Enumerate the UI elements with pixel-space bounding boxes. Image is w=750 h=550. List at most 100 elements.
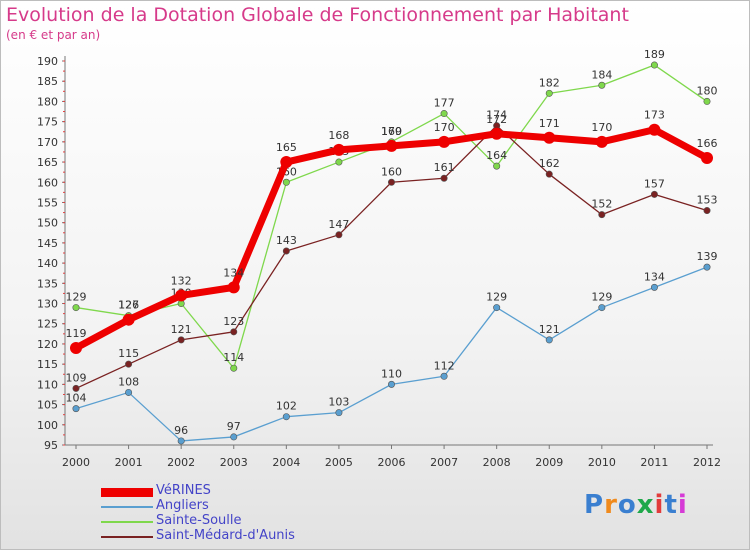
data-point-angliers <box>125 388 133 396</box>
data-point-angliers <box>335 409 343 417</box>
y-tick-label: 190 <box>37 55 58 68</box>
data-label-saint-medard-d-aunis: 123 <box>223 315 244 328</box>
data-point-saint-medard-d-aunis <box>230 328 238 336</box>
data-label-sainte-soulle: 182 <box>539 76 560 89</box>
y-tick-label: 130 <box>37 298 58 311</box>
x-tick-label: 2002 <box>167 456 195 469</box>
data-point-verines <box>438 135 451 148</box>
data-point-sainte-soulle <box>545 89 553 97</box>
data-label-saint-medard-d-aunis: 160 <box>381 165 402 178</box>
y-tick-label: 180 <box>37 95 58 108</box>
data-label-angliers: 129 <box>591 291 612 304</box>
x-tick-label: 2011 <box>640 456 668 469</box>
legend-label: Saint-Médard-d'Aunis <box>156 528 295 543</box>
x-tick-label: 2004 <box>272 456 300 469</box>
data-label-saint-medard-d-aunis: 161 <box>434 161 455 174</box>
x-tick-label: 2000 <box>62 456 90 469</box>
data-label-verines: 134 <box>223 266 244 279</box>
y-tick-label: 95 <box>44 439 58 452</box>
data-label-angliers: 96 <box>174 424 188 437</box>
data-point-angliers <box>177 437 185 445</box>
x-tick-label: 2012 <box>693 456 721 469</box>
x-tick-label: 2009 <box>535 456 563 469</box>
data-point-verines <box>648 123 661 136</box>
proxiti-logo: Proxiti <box>584 490 688 520</box>
series-line-verines <box>72 126 711 352</box>
x-tick-label: 2005 <box>325 456 353 469</box>
data-label-sainte-soulle: 127 <box>118 299 139 312</box>
data-label-verines: 132 <box>171 274 192 287</box>
data-point-saint-medard-d-aunis <box>177 336 185 344</box>
data-label-saint-medard-d-aunis: 153 <box>697 194 718 207</box>
y-tick-label: 160 <box>37 176 58 189</box>
data-point-saint-medard-d-aunis <box>282 247 290 255</box>
data-label-saint-medard-d-aunis: 152 <box>591 198 612 211</box>
data-point-sainte-soulle <box>282 178 290 186</box>
data-label-verines: 171 <box>539 117 560 130</box>
data-label-sainte-soulle: 129 <box>66 291 87 304</box>
data-point-angliers <box>703 263 711 271</box>
data-point-sainte-soulle <box>703 97 711 105</box>
data-label-sainte-soulle: 114 <box>223 351 244 364</box>
data-point-verines <box>490 127 503 140</box>
data-label-sainte-soulle: 180 <box>697 84 718 97</box>
data-label-saint-medard-d-aunis: 157 <box>644 177 665 190</box>
data-label-angliers: 110 <box>381 367 402 380</box>
data-label-angliers: 139 <box>697 250 718 263</box>
data-label-sainte-soulle: 177 <box>434 97 455 110</box>
y-tick-label: 185 <box>37 75 58 88</box>
legend-swatch <box>101 487 153 497</box>
legend-item: Sainte-Soulle <box>101 513 361 529</box>
data-point-saint-medard-d-aunis <box>650 190 658 198</box>
data-point-verines <box>543 131 556 144</box>
data-point-angliers <box>440 372 448 380</box>
data-point-verines <box>385 139 398 152</box>
data-point-angliers <box>72 405 80 413</box>
data-label-angliers: 134 <box>644 270 665 283</box>
data-point-sainte-soulle <box>440 110 448 118</box>
data-label-angliers: 102 <box>276 400 297 413</box>
data-point-sainte-soulle <box>650 61 658 69</box>
data-label-verines: 166 <box>697 137 718 150</box>
data-point-angliers <box>387 380 395 388</box>
legend-swatch <box>101 506 153 508</box>
data-point-verines <box>280 156 293 169</box>
data-point-angliers <box>545 336 553 344</box>
x-tick-label: 2006 <box>378 456 406 469</box>
data-label-angliers: 97 <box>227 420 241 433</box>
legend-label: Sainte-Soulle <box>156 513 242 528</box>
data-point-saint-medard-d-aunis <box>72 384 80 392</box>
data-point-saint-medard-d-aunis <box>440 174 448 182</box>
data-label-verines: 170 <box>591 121 612 134</box>
data-label-sainte-soulle: 170 <box>381 125 402 138</box>
legend-item: Saint-Médard-d'Aunis <box>101 528 361 544</box>
data-point-sainte-soulle <box>493 162 501 170</box>
data-label-verines: 170 <box>434 121 455 134</box>
x-tick-label: 2008 <box>483 456 511 469</box>
data-point-saint-medard-d-aunis <box>703 207 711 215</box>
data-label-angliers: 108 <box>118 375 139 388</box>
x-tick-label: 2007 <box>430 456 458 469</box>
legend-swatch <box>101 536 153 538</box>
data-label-angliers: 112 <box>434 359 455 372</box>
data-label-saint-medard-d-aunis: 121 <box>171 323 192 336</box>
data-label-angliers: 129 <box>486 291 507 304</box>
data-point-saint-medard-d-aunis <box>545 170 553 178</box>
data-point-sainte-soulle <box>598 81 606 89</box>
data-point-saint-medard-d-aunis <box>335 231 343 239</box>
y-tick-label: 100 <box>37 419 58 432</box>
y-tick-label: 105 <box>37 399 58 412</box>
data-point-saint-medard-d-aunis <box>598 211 606 219</box>
data-label-sainte-soulle: 164 <box>486 149 507 162</box>
data-point-sainte-soulle <box>72 304 80 312</box>
data-label-verines: 126 <box>118 299 139 312</box>
legend-item: Angliers <box>101 498 361 514</box>
data-point-sainte-soulle <box>335 158 343 166</box>
data-point-verines <box>122 313 135 326</box>
data-label-saint-medard-d-aunis: 109 <box>66 371 87 384</box>
y-tick-label: 140 <box>37 257 58 270</box>
data-label-angliers: 104 <box>66 392 87 405</box>
chart-subtitle: (en € et par an) <box>6 28 101 42</box>
y-tick-label: 120 <box>37 338 58 351</box>
legend-label: Angliers <box>156 498 209 513</box>
